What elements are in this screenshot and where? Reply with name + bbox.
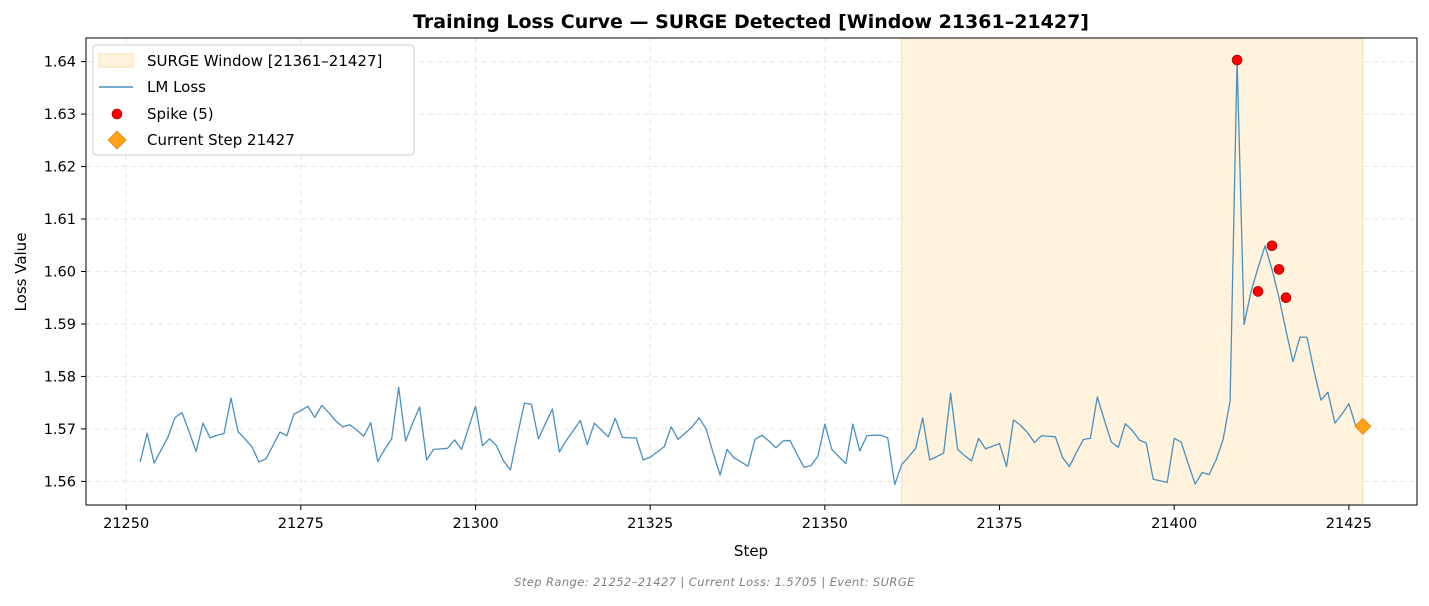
legend-surge-swatch	[98, 53, 134, 68]
x-tick-label: 21325	[627, 516, 673, 532]
x-axis-label: Step	[734, 542, 768, 560]
y-tick-label: 1.56	[44, 474, 76, 490]
x-tick-label: 21250	[103, 516, 149, 532]
y-tick-label: 1.64	[44, 55, 76, 71]
footer-caption: Step Range: 21252–21427 | Current Loss: …	[514, 575, 915, 589]
spike-marker	[1273, 264, 1285, 275]
legend-surge-label: SURGE Window [21361–21427]	[147, 52, 382, 70]
y-tick-label: 1.57	[44, 422, 76, 438]
legend-spike-swatch	[111, 108, 123, 120]
spike-marker	[1280, 292, 1292, 304]
legend-current-label: Current Step 21427	[147, 131, 295, 149]
y-tick-label: 1.62	[44, 160, 76, 176]
y-tick-label: 1.58	[44, 369, 76, 385]
y-tick-label: 1.63	[44, 107, 76, 123]
x-tick-label: 21400	[1151, 516, 1197, 532]
y-axis-ticks: 1.56 1.57 1.58 1.59 1.60 1.61 1.62 1.63 1.64	[44, 55, 86, 490]
spike-marker	[1266, 240, 1278, 252]
y-tick-label: 1.61	[44, 212, 76, 228]
legend-current-swatch	[107, 130, 127, 150]
spike-marker	[1252, 286, 1264, 297]
legend-line-label: LM Loss	[147, 78, 206, 96]
x-tick-label: 21425	[1326, 516, 1372, 532]
x-tick-label: 21275	[278, 516, 324, 532]
legend-box	[92, 44, 415, 156]
spike-marker	[1231, 54, 1243, 66]
current-step-marker	[1354, 417, 1372, 435]
x-tick-label: 21375	[976, 516, 1022, 532]
y-tick-label: 1.60	[44, 265, 76, 281]
loss-line	[139, 59, 1357, 486]
surge-window	[901, 37, 1364, 506]
x-tick-label: 21300	[452, 516, 498, 532]
marker-layer	[1231, 54, 1372, 435]
x-tick-label: 21350	[802, 516, 848, 532]
x-axis-ticks: 21250 21275 21300 21325 21350 21375 21400 21425	[103, 505, 1372, 532]
legend-spike-label: Spike (5)	[147, 105, 214, 123]
chart-title: Training Loss Curve — SURGE Detected [Wi…	[413, 11, 1089, 33]
legend: SURGE Window [21361–21427] LM Loss Spike…	[92, 44, 415, 156]
y-tick-label: 1.59	[44, 317, 76, 333]
surge-window-band	[901, 37, 1364, 506]
loss-line-layer	[139, 59, 1357, 486]
y-axis-label: Loss Value	[12, 233, 30, 312]
